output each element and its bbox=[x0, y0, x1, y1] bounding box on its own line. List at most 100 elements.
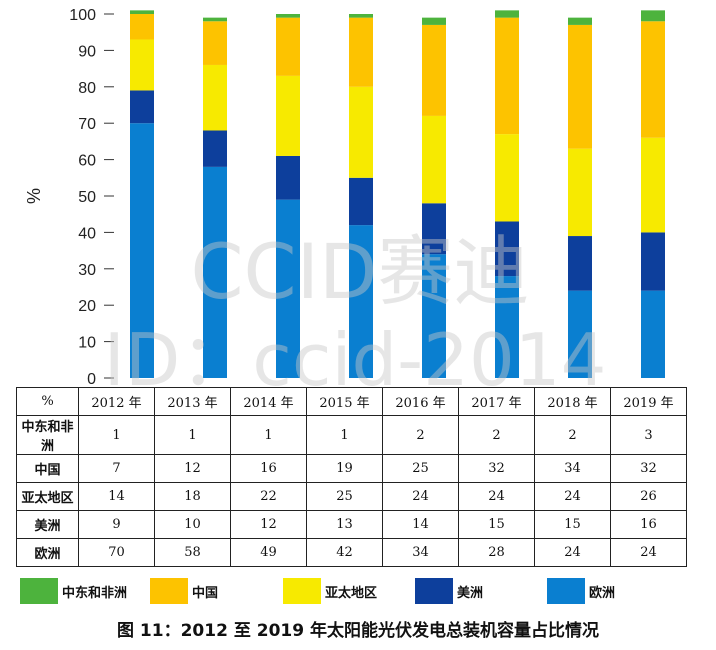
bar-segment bbox=[422, 254, 446, 378]
table-row: 亚太地区 14 18 22 25 24 24 24 26 bbox=[16, 482, 687, 511]
bar-segment bbox=[422, 203, 446, 255]
bar-segment bbox=[276, 14, 300, 18]
table-cell: 16 bbox=[230, 454, 307, 483]
bar-segment bbox=[203, 17, 227, 22]
y-tick-label: 100 bbox=[69, 7, 96, 24]
table-cell: 1 bbox=[230, 415, 307, 455]
bar-segment bbox=[568, 290, 592, 378]
table-cell: 25 bbox=[306, 482, 383, 511]
legend-item: 中东和非洲 bbox=[20, 578, 127, 604]
bar-segment bbox=[422, 17, 446, 25]
table-cell: 42 bbox=[306, 538, 383, 567]
table-column-header: 2012 年 bbox=[78, 387, 155, 416]
table-cell: 24 bbox=[534, 538, 611, 567]
y-tick-label: 40 bbox=[78, 225, 96, 242]
table-cell: 1 bbox=[154, 415, 231, 455]
y-axis-label: % bbox=[24, 188, 44, 204]
table-cell: 49 bbox=[230, 538, 307, 567]
bar-segment bbox=[276, 199, 300, 378]
bar-segment bbox=[130, 39, 154, 91]
bar-segment bbox=[495, 10, 519, 18]
table-column-header: 2019 年 bbox=[610, 387, 687, 416]
bar-segment bbox=[130, 123, 154, 378]
bar-segment bbox=[203, 130, 227, 167]
table-cell: 34 bbox=[534, 454, 611, 483]
stacked-bar-chart: 0 10 20 30 40 50 60 70 80 90 100 % bbox=[24, 7, 665, 388]
bar-segment bbox=[349, 177, 373, 226]
table-column-header: 2017 年 bbox=[458, 387, 535, 416]
table-row-label: 亚太地区 bbox=[16, 482, 79, 511]
table-cell: 32 bbox=[610, 454, 687, 483]
legend-label: 美洲 bbox=[457, 585, 484, 601]
bar-segment bbox=[495, 221, 519, 277]
bar-segment bbox=[641, 10, 665, 22]
table-cell: 7 bbox=[78, 454, 155, 483]
table-cell: 14 bbox=[382, 510, 459, 539]
table-cell: 24 bbox=[610, 538, 687, 567]
table-column-header: 2018 年 bbox=[534, 387, 611, 416]
table-header-row: % 2012 年 2013 年 2014 年 2015 年 2016 年 2017 年 20… bbox=[16, 387, 687, 416]
y-tick-label: 60 bbox=[78, 153, 96, 170]
legend-label: 中国 bbox=[192, 585, 219, 601]
bar-segment bbox=[495, 17, 519, 135]
table-column-header: 2013 年 bbox=[154, 387, 231, 416]
table-column-header: 2016 年 bbox=[382, 387, 459, 416]
table-cell: 2 bbox=[458, 415, 535, 455]
y-tick-label: 90 bbox=[78, 43, 96, 60]
table-cell: 24 bbox=[382, 482, 459, 511]
bar-segment bbox=[203, 21, 227, 65]
table-column-header: 2014 年 bbox=[230, 387, 307, 416]
table-cell: 25 bbox=[382, 454, 459, 483]
table-row: 美洲 9 10 12 13 14 15 15 16 bbox=[16, 510, 687, 539]
bar-segment bbox=[641, 137, 665, 233]
legend: 中东和非洲 中国 亚太地区 美洲 欧洲 bbox=[20, 578, 700, 608]
table-cell: 14 bbox=[78, 482, 155, 511]
table-row-label: 中东和非洲 bbox=[16, 415, 79, 455]
bar-stack bbox=[130, 10, 154, 378]
bar-segment bbox=[568, 236, 592, 291]
bar-segment bbox=[568, 24, 592, 149]
bar-stack bbox=[203, 17, 227, 378]
legend-label: 亚太地区 bbox=[325, 585, 378, 601]
bar-segment bbox=[349, 86, 373, 178]
y-tick-label: 50 bbox=[78, 189, 96, 206]
legend-swatch bbox=[20, 578, 58, 604]
table-cell: 13 bbox=[306, 510, 383, 539]
table-cell: 2 bbox=[382, 415, 459, 455]
legend-swatch bbox=[283, 578, 321, 604]
bar-segment bbox=[130, 90, 154, 124]
bar-stack bbox=[349, 14, 373, 378]
table-corner: % bbox=[16, 387, 79, 416]
table-cell: 18 bbox=[154, 482, 231, 511]
legend-item: 美洲 bbox=[415, 578, 483, 604]
table-cell: 1 bbox=[306, 415, 383, 455]
table-cell: 3 bbox=[610, 415, 687, 455]
table-cell: 22 bbox=[230, 482, 307, 511]
bar-segment bbox=[422, 115, 446, 204]
bar-segment bbox=[349, 14, 373, 18]
table-cell: 70 bbox=[78, 538, 155, 567]
data-table: % 2012 年 2013 年 2014 年 2015 年 2016 年 2017 年 20… bbox=[16, 387, 687, 567]
bars bbox=[130, 10, 665, 378]
bar-segment bbox=[276, 155, 300, 200]
table-cell: 28 bbox=[458, 538, 535, 567]
bar-segment bbox=[495, 134, 519, 222]
bar-stack bbox=[422, 17, 446, 378]
table-cell: 16 bbox=[610, 510, 687, 539]
legend-label: 欧洲 bbox=[589, 585, 616, 601]
table-row-label: 美洲 bbox=[16, 510, 79, 539]
y-tick-label: 80 bbox=[78, 80, 96, 97]
table-cell: 58 bbox=[154, 538, 231, 567]
table-cell: 2 bbox=[534, 415, 611, 455]
table-cell: 19 bbox=[306, 454, 383, 483]
y-tick-label: 30 bbox=[78, 262, 96, 279]
legend-label: 中东和非洲 bbox=[62, 585, 128, 601]
bar-segment bbox=[276, 75, 300, 156]
table-cell: 24 bbox=[534, 482, 611, 511]
bar-segment bbox=[568, 17, 592, 25]
table-cell: 10 bbox=[154, 510, 231, 539]
table-cell: 32 bbox=[458, 454, 535, 483]
bar-stack bbox=[641, 10, 665, 378]
table-row: 中东和非洲 1 1 1 1 2 2 2 3 bbox=[16, 415, 687, 455]
legend-item: 亚太地区 bbox=[283, 578, 377, 604]
